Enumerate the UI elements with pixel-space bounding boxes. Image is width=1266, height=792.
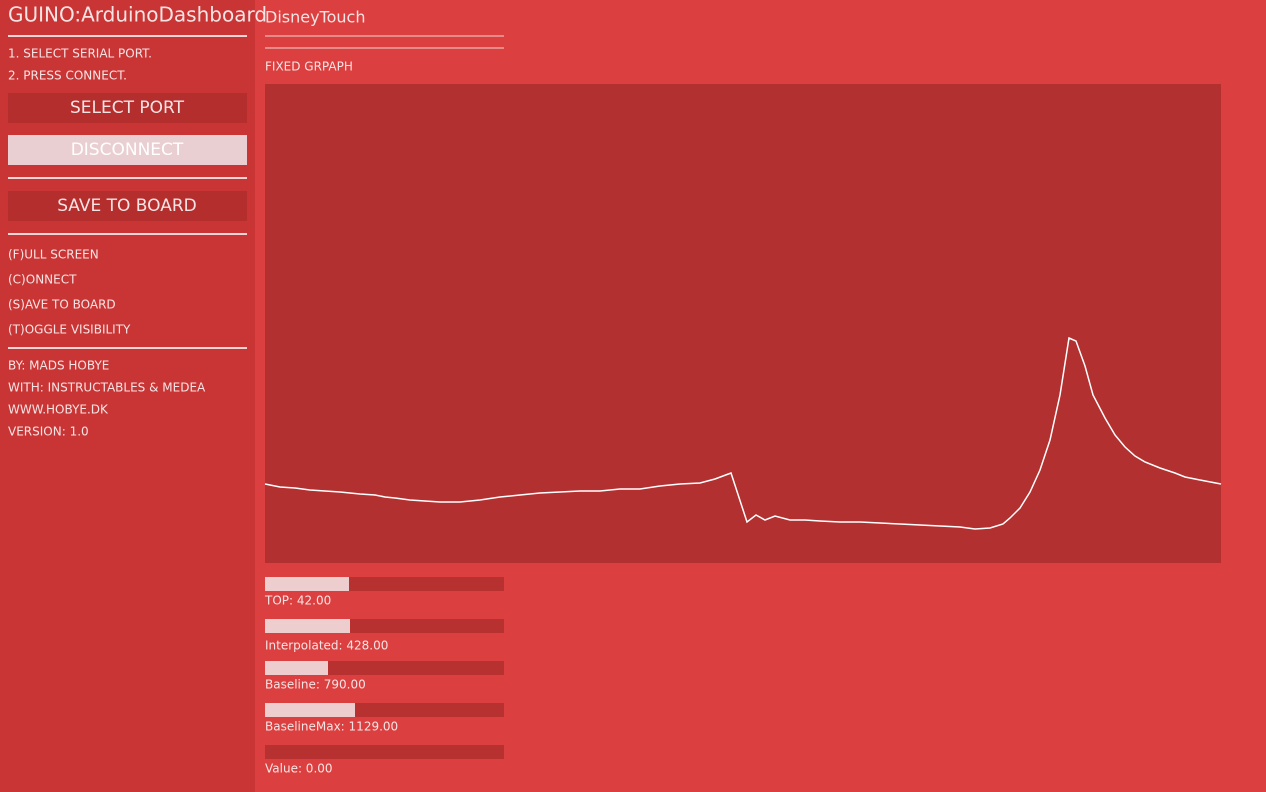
credit: VERSION: 1.0 [8, 425, 89, 439]
graph-area [265, 84, 1221, 563]
slider-label: Baseline: 790.00 [265, 678, 366, 692]
credit: WITH: INSTRUCTABLES & MEDEA [8, 381, 206, 395]
select-port-button[interactable] [8, 93, 247, 123]
slider-track[interactable] [265, 745, 504, 759]
panel-title: DisneyTouch [265, 8, 365, 27]
slider-fill [265, 661, 328, 675]
shortcut: (S)AVE TO BOARD [8, 298, 116, 312]
slider-fill [265, 619, 350, 633]
sidebar [0, 0, 255, 792]
graph-label: FIXED GRPAPH [265, 60, 353, 74]
credit: BY: MADS HOBYE [8, 359, 109, 373]
shortcut: (T)OGGLE VISIBILITY [8, 323, 131, 337]
slider-fill [265, 703, 355, 717]
app-title: GUINO:ArduinoDashboard [8, 3, 267, 27]
shortcut: (C)ONNECT [8, 273, 77, 287]
button-label: SAVE TO BOARD [57, 196, 197, 216]
button-label: DISCONNECT [71, 140, 184, 160]
slider-label: Interpolated: 428.00 [265, 639, 388, 653]
instruction: 1. SELECT SERIAL PORT. [8, 47, 152, 61]
save-button[interactable] [8, 191, 247, 221]
shortcut: (F)ULL SCREEN [8, 248, 99, 262]
credit: WWW.HOBYE.DK [8, 403, 109, 417]
slider-label: TOP: 42.00 [264, 594, 331, 608]
slider-label: BaselineMax: 1129.00 [265, 720, 398, 734]
graph-line [264, 336, 1222, 530]
slider-label: Value: 0.00 [265, 762, 333, 776]
slider-fill [265, 577, 349, 591]
instruction: 2. PRESS CONNECT. [8, 69, 127, 83]
button-label: SELECT PORT [70, 98, 185, 118]
disconnect-button[interactable] [8, 135, 247, 165]
